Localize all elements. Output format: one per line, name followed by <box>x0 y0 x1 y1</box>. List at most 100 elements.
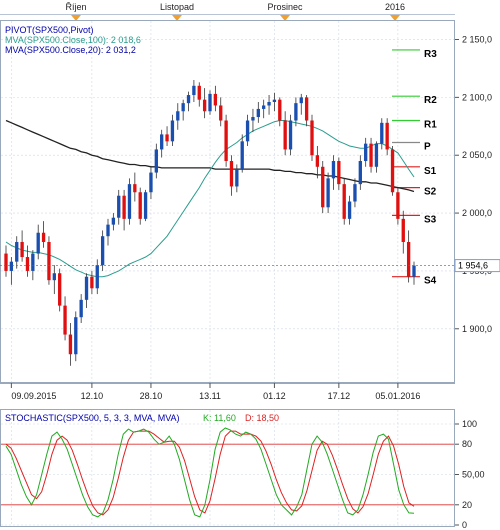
candle <box>272 92 277 112</box>
indicator-mva100-label: MVA(SPX500.Close,100): 2 018,6 <box>5 35 141 45</box>
stochastic-label: STOCHASTIC(SPX500, 5, 3, 3, MVA, MVA) <box>5 413 180 423</box>
candle <box>294 97 298 127</box>
candle-body-up <box>235 169 239 187</box>
candle-body-down <box>219 105 223 121</box>
candle <box>63 296 67 341</box>
candle-body-up <box>380 122 384 144</box>
stochastic-panel: 0 20 50,00 80 100 STOCHASTIC(SPX500, 5, 3, 3… <box>0 409 485 530</box>
candle-body-down <box>63 305 67 335</box>
candle <box>374 141 379 173</box>
pivot-label-s1: S1 <box>424 166 437 177</box>
month-label-2016: 2016 <box>385 2 405 12</box>
month-marker-icon[interactable] <box>390 15 400 21</box>
candle-body-up <box>245 120 250 142</box>
stochastic-d-value: D: 18,50 <box>245 413 279 423</box>
x-tick-label: 01.12 <box>263 391 286 401</box>
candle <box>160 129 164 158</box>
candle-body-up <box>9 261 14 271</box>
candle-body-up <box>299 97 303 104</box>
stochastic-legend: STOCHASTIC(SPX500, 5, 3, 3, MVA, MVA) K:… <box>5 413 279 423</box>
y-tick-label: 2 050,0 <box>462 150 492 160</box>
candle-body-up <box>127 184 132 219</box>
candle <box>256 101 260 123</box>
candle <box>181 99 185 121</box>
candle-body-down <box>25 257 30 271</box>
candle <box>229 155 234 196</box>
candle-body-up <box>84 276 89 300</box>
x-tick-label: 09.09.2015 <box>11 391 56 401</box>
candle-body-down <box>197 85 201 100</box>
candle-body-down <box>213 93 218 106</box>
candle-body-up <box>272 99 277 102</box>
candle-body-down <box>41 232 46 242</box>
candle <box>342 178 346 225</box>
candle <box>52 265 56 295</box>
candle-body-up <box>74 317 78 355</box>
candle <box>337 157 341 190</box>
mva100-line <box>5 119 415 193</box>
candle-body-up <box>262 105 266 109</box>
top-timeline: Říjen Listopad Prosinec 2016 <box>0 2 455 21</box>
month-label-listopad: Listopad <box>160 2 194 12</box>
candle-body-up <box>95 265 99 289</box>
pivot-label-r1: R1 <box>424 120 437 131</box>
candle-body-down <box>20 241 24 258</box>
candle <box>202 88 207 119</box>
candle-body-up <box>31 253 35 271</box>
candle <box>358 155 362 190</box>
month-marker-icon[interactable] <box>172 15 182 21</box>
candle <box>390 145 395 196</box>
current-price-value: 1 954,6 <box>458 261 488 271</box>
candle <box>100 230 105 271</box>
current-price-box <box>454 259 500 273</box>
candle <box>299 93 303 115</box>
candle <box>176 103 180 130</box>
candle-body-down <box>58 273 62 306</box>
candle <box>79 294 83 323</box>
candle <box>251 108 255 133</box>
candle-body-down <box>68 334 73 355</box>
pivot-label-r3: R3 <box>424 49 437 60</box>
month-marker-icon[interactable] <box>71 15 81 21</box>
indicator-mva20-label: MVA(SPX500.Close,20): 2 031,2 <box>5 45 136 55</box>
x-tick-label: 12.10 <box>81 391 104 401</box>
y-tick-label: 1 900,0 <box>462 324 492 334</box>
candle <box>20 230 24 262</box>
y-tick-label: 2 000,0 <box>462 208 492 218</box>
candle-body-down <box>165 134 169 142</box>
x-tick-label: 13.11 <box>199 391 221 401</box>
candle-body-down <box>385 122 389 150</box>
candle-body-up <box>240 141 244 170</box>
candle-body-up <box>149 172 153 193</box>
x-tick-label: 17.12 <box>328 391 351 401</box>
candle-body-up <box>15 241 19 262</box>
candle <box>331 155 336 190</box>
candle <box>310 114 314 162</box>
candle-body-up <box>181 103 185 112</box>
candle-body-down <box>224 120 228 162</box>
candle-body-down <box>138 192 142 219</box>
candle-body-down <box>406 241 411 277</box>
candle-body-down <box>321 166 325 208</box>
candle-body-up <box>347 201 352 219</box>
candle-body-down <box>47 241 51 281</box>
indicator-pivot-label: PIVOT(SPX500,Pivot) <box>5 25 94 35</box>
candle <box>262 99 266 119</box>
candle <box>36 224 40 260</box>
candle <box>111 213 116 231</box>
candle-body-down <box>401 218 405 242</box>
month-marker-icon[interactable] <box>280 15 290 21</box>
candle <box>385 118 389 156</box>
candle-body-down <box>122 195 126 219</box>
candle <box>347 195 352 225</box>
candle-body-up <box>251 117 255 121</box>
candle <box>213 85 218 112</box>
candle-body-down <box>202 99 207 112</box>
candle-body-up <box>154 149 158 173</box>
candle-body-down <box>133 184 137 193</box>
candlesticks <box>4 80 416 366</box>
x-tick-label: 05.01.2016 <box>375 391 420 401</box>
candle <box>122 189 126 231</box>
